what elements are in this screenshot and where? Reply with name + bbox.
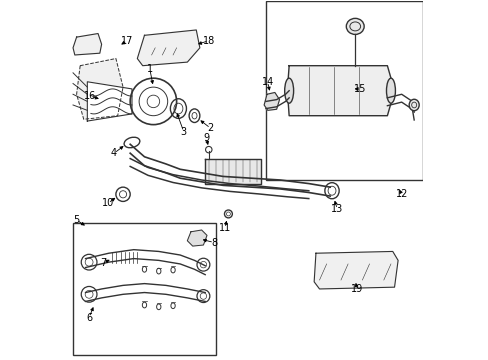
Text: 18: 18 <box>202 36 214 46</box>
Text: 9: 9 <box>203 133 209 143</box>
Text: 4: 4 <box>111 148 117 158</box>
Polygon shape <box>187 230 206 246</box>
Text: 19: 19 <box>350 284 363 294</box>
Polygon shape <box>287 66 394 116</box>
Ellipse shape <box>408 99 418 111</box>
Text: 5: 5 <box>73 215 80 225</box>
Text: 13: 13 <box>330 204 343 214</box>
Text: 10: 10 <box>102 198 114 208</box>
Text: 15: 15 <box>354 84 366 94</box>
Text: 16: 16 <box>84 91 96 101</box>
Text: 3: 3 <box>181 127 186 137</box>
Ellipse shape <box>386 78 395 103</box>
Text: 17: 17 <box>121 36 133 46</box>
Bar <box>265 1 422 180</box>
Polygon shape <box>137 30 200 66</box>
Text: 6: 6 <box>86 312 92 323</box>
Text: 8: 8 <box>211 238 217 248</box>
Text: 11: 11 <box>218 223 230 233</box>
Polygon shape <box>205 158 260 184</box>
Bar <box>73 223 216 355</box>
Polygon shape <box>264 93 279 111</box>
Polygon shape <box>87 82 132 121</box>
Ellipse shape <box>346 18 364 35</box>
Text: 7: 7 <box>100 258 106 268</box>
Polygon shape <box>77 59 123 119</box>
Text: 14: 14 <box>261 77 273 87</box>
Text: 1: 1 <box>146 64 153 74</box>
Polygon shape <box>73 33 102 55</box>
Text: 12: 12 <box>395 189 407 199</box>
Polygon shape <box>313 251 397 289</box>
Ellipse shape <box>284 78 293 103</box>
Text: 2: 2 <box>207 123 213 133</box>
